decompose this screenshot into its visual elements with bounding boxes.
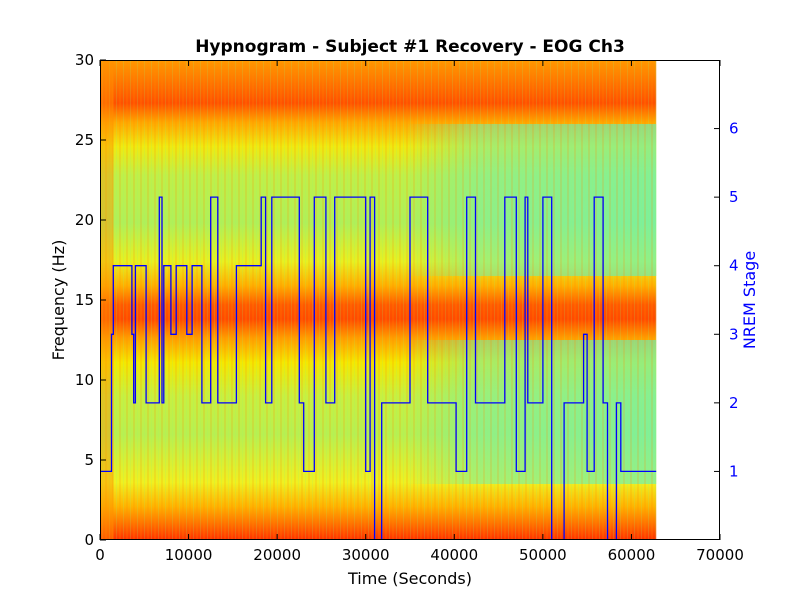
y2-tick-label: 2 [729,394,739,412]
x-tick-label: 10000 [165,546,213,564]
x-tick-label: 50000 [519,546,567,564]
y2-axis: 1 2 3 4 5 6 [714,120,739,480]
x-tick-label: 20000 [253,546,301,564]
series-line [100,196,657,540]
y-tick-label: 20 [75,211,94,229]
x-tick-label: 30000 [342,546,390,564]
y2-tick-label: 1 [729,462,739,480]
y-tick-label: 15 [75,291,94,309]
y-tick-label: 10 [75,371,94,389]
x-axis: 0 10000 20000 30000 40000 50000 60000 70000 [95,60,744,564]
y-tick-label: 0 [84,531,94,549]
y-tick-label: 5 [84,451,94,469]
y2-tick-label: 5 [729,188,739,206]
y2-tick-label: 4 [729,257,739,275]
plot-area [100,60,657,540]
x-tick-label: 0 [95,546,105,564]
y-tick-label: 30 [75,51,94,69]
spectrogram-texture [100,60,657,540]
x-tick-label: 60000 [608,546,656,564]
y-tick-label: 25 [75,131,94,149]
chart-title: Hypnogram - Subject #1 Recovery - EOG Ch… [195,37,625,57]
y2-axis-label: NREM Stage [740,251,759,349]
y-axis: 0 5 10 15 20 25 30 [75,51,106,549]
y2-tick-label: 6 [729,120,739,138]
y-axis-label: Frequency (Hz) [49,240,68,361]
x-tick-label: 70000 [696,546,744,564]
x-axis-label: Time (Seconds) [347,569,472,588]
spectrogram [100,60,657,540]
x-tick-label: 40000 [430,546,478,564]
y2-tick-label: 3 [729,325,739,343]
spectrogram-artifact [100,60,114,540]
